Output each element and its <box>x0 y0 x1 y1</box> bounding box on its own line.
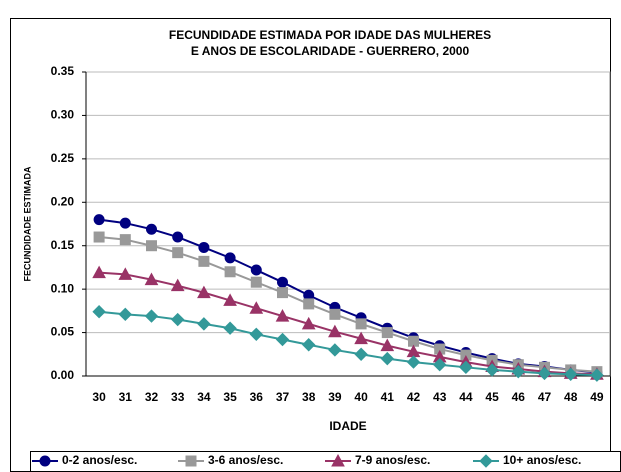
y-tick-label: 0.10 <box>51 281 75 295</box>
data-point <box>92 305 106 319</box>
data-point <box>172 231 184 243</box>
y-tick-label: 0.35 <box>51 64 75 78</box>
y-tick-label: 0.20 <box>51 194 75 208</box>
data-point <box>381 327 393 339</box>
data-point <box>301 316 316 330</box>
data-point <box>223 293 237 306</box>
data-point <box>144 272 159 286</box>
data-point <box>380 338 395 352</box>
data-point <box>511 364 526 379</box>
legend-marker <box>39 455 51 467</box>
data-point <box>249 327 264 342</box>
legend-label: 3-6 anos/esc. <box>208 453 283 467</box>
y-axis-label: FECUNDIDADE ESTIMADA <box>22 166 32 282</box>
data-point <box>249 301 264 314</box>
data-point <box>328 324 342 338</box>
data-point <box>250 264 262 276</box>
data-point <box>485 363 499 377</box>
x-tick-label: 38 <box>302 390 316 404</box>
x-tick-label: 42 <box>407 390 421 404</box>
chart-title: FECUNDIDADE ESTIMADA POR IDADE DAS MULHE… <box>169 28 491 42</box>
data-point <box>590 368 604 382</box>
data-point <box>354 331 368 345</box>
x-tick-label: 36 <box>250 390 264 404</box>
y-tick-label: 0.05 <box>51 325 75 339</box>
data-point <box>198 241 210 253</box>
data-point <box>328 343 342 357</box>
x-tick-label: 31 <box>119 390 133 404</box>
data-point <box>380 351 395 366</box>
data-point <box>93 231 105 243</box>
y-tick-label: 0.30 <box>51 108 75 122</box>
data-point <box>301 338 316 352</box>
data-point <box>277 276 288 288</box>
legend-label: 7-9 anos/esc. <box>355 453 430 467</box>
y-tick-label: 0.00 <box>51 368 75 382</box>
data-point <box>277 287 288 299</box>
data-point <box>146 223 157 235</box>
data-point <box>275 309 290 322</box>
data-point <box>198 255 210 267</box>
data-point <box>329 308 341 320</box>
legend-label: 0-2 anos/esc. <box>62 453 137 467</box>
x-tick-label: 40 <box>354 390 368 404</box>
data-point <box>406 355 421 369</box>
data-point <box>119 217 131 229</box>
x-tick-label: 33 <box>171 390 185 404</box>
x-tick-label: 43 <box>433 390 447 404</box>
legend-marker <box>479 454 493 468</box>
y-tick-label: 0.25 <box>51 151 75 165</box>
x-tick-label: 35 <box>223 390 237 404</box>
data-point <box>250 276 262 288</box>
data-point <box>170 312 185 327</box>
x-tick-label: 34 <box>197 390 211 404</box>
data-point <box>146 240 157 252</box>
legend-label: 10+ anos/esc. <box>503 453 581 467</box>
x-tick-label: 41 <box>381 390 395 404</box>
data-point <box>354 347 368 361</box>
data-point <box>197 317 211 331</box>
legend-marker <box>185 455 197 467</box>
data-point <box>537 366 552 381</box>
x-tick-label: 47 <box>538 390 552 404</box>
data-point <box>170 278 185 292</box>
data-point <box>224 266 236 278</box>
data-point <box>92 265 106 279</box>
chart-title: E ANOS DE ESCOLARIDADE - GUERRERO, 2000 <box>191 44 470 58</box>
data-point <box>224 252 236 264</box>
x-tick-label: 45 <box>485 390 499 404</box>
legend-marker <box>331 453 345 467</box>
data-point <box>303 298 315 310</box>
x-tick-label: 46 <box>512 390 526 404</box>
x-tick-label: 32 <box>145 390 159 404</box>
x-tick-label: 37 <box>276 390 290 404</box>
data-point <box>93 214 105 226</box>
data-point <box>118 267 133 280</box>
data-point <box>355 318 367 330</box>
data-point <box>144 309 159 323</box>
data-point <box>197 285 211 299</box>
x-tick-label: 44 <box>459 390 473 404</box>
data-point <box>118 307 133 322</box>
data-point <box>459 360 473 375</box>
data-point <box>275 332 290 347</box>
x-axis-label: IDADE <box>329 419 366 433</box>
x-tick-label: 39 <box>328 390 342 404</box>
y-tick-label: 0.15 <box>51 238 75 252</box>
x-tick-label: 49 <box>590 390 604 404</box>
data-point <box>223 321 237 335</box>
x-tick-label: 30 <box>92 390 106 404</box>
data-point <box>432 358 447 372</box>
data-point <box>563 367 578 381</box>
plot-area <box>85 71 611 377</box>
data-point <box>172 247 184 259</box>
x-tick-label: 48 <box>564 390 578 404</box>
data-point <box>119 234 131 246</box>
